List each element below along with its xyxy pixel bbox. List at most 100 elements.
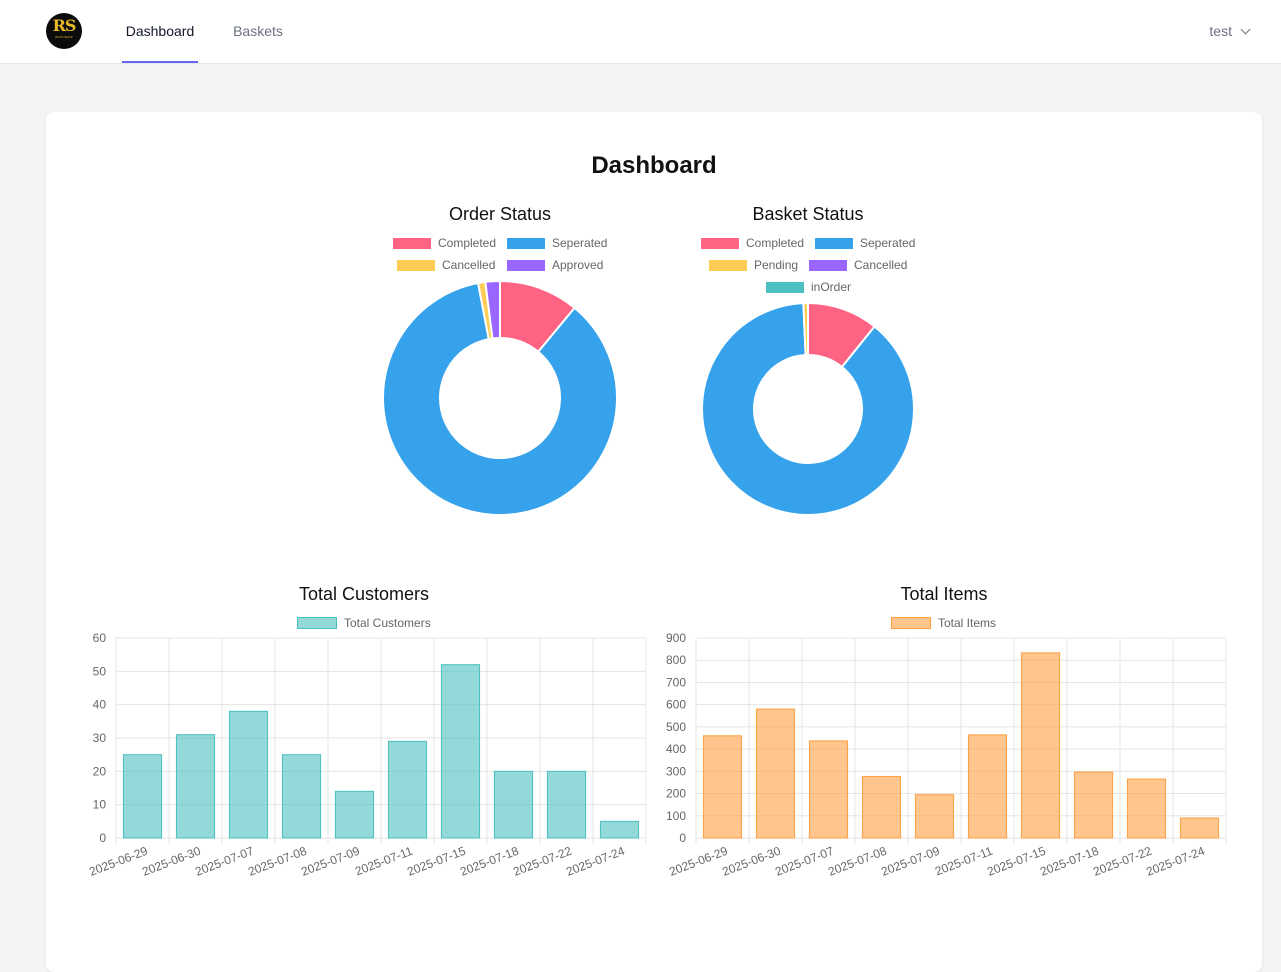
x-tick-label: 2025-07-11	[353, 844, 415, 879]
legend-label-completed[interactable]: Completed	[746, 236, 805, 250]
legend-swatch-cancelled[interactable]	[397, 260, 435, 271]
y-tick-label: 800	[666, 653, 686, 667]
x-tick-label: 2025-07-11	[933, 844, 995, 879]
bar-2025-07-24[interactable]	[599, 820, 640, 839]
bar-2025-07-11[interactable]	[387, 740, 428, 839]
dashboard-card: Dashboard Order Status Completed Seperat…	[46, 112, 1262, 972]
y-tick-label: 50	[93, 664, 107, 678]
bar-2025-07-24[interactable]	[1179, 817, 1220, 839]
bar-2025-06-30[interactable]	[175, 734, 216, 839]
bar-2025-07-07[interactable]	[808, 740, 849, 839]
order-status-title: Order Status	[448, 204, 552, 224]
user-name: test	[1209, 23, 1232, 39]
legend-label-total-customers[interactable]: Total Customers	[344, 616, 431, 630]
x-tick-label: 2025-06-29	[667, 844, 730, 879]
tab-dashboard[interactable]: Dashboard	[122, 0, 198, 63]
page-title: Dashboard	[591, 152, 717, 179]
legend-swatch-pending[interactable]	[709, 260, 747, 271]
y-tick-label: 0	[679, 831, 686, 845]
x-tick-label: 2025-06-30	[720, 844, 783, 879]
bar-2025-07-08[interactable]	[281, 754, 322, 839]
legend-label-approved[interactable]: Approved	[552, 258, 604, 272]
legend-label-seperated[interactable]: Seperated	[552, 236, 608, 250]
legend-label-inorder[interactable]: inOrder	[811, 280, 852, 294]
x-tick-label: 2025-07-22	[511, 844, 574, 879]
legend-swatch-total-customers[interactable]	[297, 617, 337, 629]
bar-2025-07-09[interactable]	[334, 790, 375, 839]
y-tick-label: 700	[666, 675, 686, 689]
bar-2025-07-18[interactable]	[493, 770, 534, 839]
legend-swatch-completed[interactable]	[393, 238, 431, 249]
x-tick-label: 2025-06-29	[87, 844, 150, 879]
total-items-bar-chart[interactable]: 01002003004005006007008009002025-06-2920…	[650, 628, 1238, 898]
bar-2025-07-22[interactable]	[1126, 778, 1167, 839]
bar-2025-06-29[interactable]	[702, 735, 743, 839]
legend-swatch-completed[interactable]	[701, 238, 739, 249]
y-tick-label: 400	[666, 742, 686, 756]
y-tick-label: 10	[93, 798, 107, 812]
x-tick-label: 2025-07-24	[564, 844, 627, 879]
total-customers-title: Total Customers	[298, 584, 430, 604]
slice-pending[interactable]	[802, 302, 809, 357]
x-tick-label: 2025-07-09	[299, 844, 362, 879]
y-tick-label: 0	[99, 831, 106, 845]
legend-label-completed[interactable]: Completed	[438, 236, 497, 250]
logo-subtext: ROYA SHOP	[55, 35, 73, 39]
legend-swatch-seperated[interactable]	[815, 238, 853, 249]
x-tick-label: 2025-07-24	[1144, 844, 1207, 879]
legend-label-total-items[interactable]: Total Items	[938, 616, 997, 630]
basket-status-donut[interactable]	[698, 302, 918, 522]
bar-2025-07-07[interactable]	[228, 710, 269, 839]
bar-2025-07-15[interactable]	[440, 664, 481, 839]
bar-2025-07-15[interactable]	[1020, 652, 1061, 839]
x-tick-label: 2025-07-07	[193, 844, 256, 879]
bar-2025-07-08[interactable]	[861, 775, 902, 839]
legend-label-cancelled[interactable]: Cancelled	[854, 258, 908, 272]
legend-swatch-cancelled[interactable]	[809, 260, 847, 271]
total-items-title: Total Items	[900, 584, 988, 604]
x-tick-label: 2025-07-08	[246, 844, 309, 879]
bar-2025-06-29[interactable]	[122, 754, 163, 839]
y-tick-label: 500	[666, 720, 686, 734]
total-customers-bar-chart[interactable]: 01020304050602025-06-292025-06-302025-07…	[70, 628, 658, 898]
y-tick-label: 900	[666, 631, 686, 645]
legend-label-pending[interactable]: Pending	[754, 258, 799, 272]
bar-2025-06-30[interactable]	[755, 708, 796, 839]
logo[interactable]: RS ROYA SHOP	[46, 13, 82, 49]
x-tick-label: 2025-07-22	[1091, 844, 1154, 879]
bar-2025-07-09[interactable]	[914, 794, 955, 839]
slice-seperated[interactable]	[701, 302, 915, 516]
legend-label-seperated[interactable]: Seperated	[860, 236, 916, 250]
x-tick-label: 2025-07-07	[773, 844, 836, 879]
order-status-donut[interactable]	[380, 280, 620, 520]
legend-swatch-approved[interactable]	[507, 260, 545, 271]
logo-text: RS	[52, 16, 77, 35]
basket-status-title: Basket Status	[752, 204, 864, 224]
bar-2025-07-18[interactable]	[1073, 771, 1114, 839]
y-tick-label: 60	[93, 631, 107, 645]
slice-seperated[interactable]	[382, 281, 618, 516]
y-tick-label: 300	[666, 764, 686, 778]
y-tick-label: 40	[93, 698, 107, 712]
x-tick-label: 2025-07-09	[879, 844, 942, 879]
legend-swatch-seperated[interactable]	[507, 238, 545, 249]
y-tick-label: 20	[93, 764, 107, 778]
legend-swatch-inorder[interactable]	[766, 282, 804, 293]
legend-swatch-total-items[interactable]	[891, 617, 931, 629]
y-tick-label: 600	[666, 698, 686, 712]
top-navbar: RS ROYA SHOP Dashboard Baskets test	[0, 0, 1281, 64]
x-tick-label: 2025-06-30	[140, 844, 203, 879]
y-tick-label: 100	[666, 809, 686, 823]
user-menu[interactable]: test	[1209, 0, 1251, 63]
slice-approved[interactable]	[484, 280, 501, 340]
chevron-down-icon	[1240, 24, 1251, 35]
x-tick-label: 2025-07-08	[826, 844, 889, 879]
legend-label-cancelled[interactable]: Cancelled	[442, 258, 496, 272]
x-tick-label: 2025-07-15	[985, 844, 1048, 879]
bar-2025-07-22[interactable]	[546, 770, 587, 839]
x-tick-label: 2025-07-18	[1038, 844, 1101, 879]
tab-baskets[interactable]: Baskets	[233, 23, 283, 39]
y-tick-label: 30	[93, 731, 107, 745]
x-tick-label: 2025-07-18	[458, 844, 521, 879]
bar-2025-07-11[interactable]	[967, 734, 1008, 839]
